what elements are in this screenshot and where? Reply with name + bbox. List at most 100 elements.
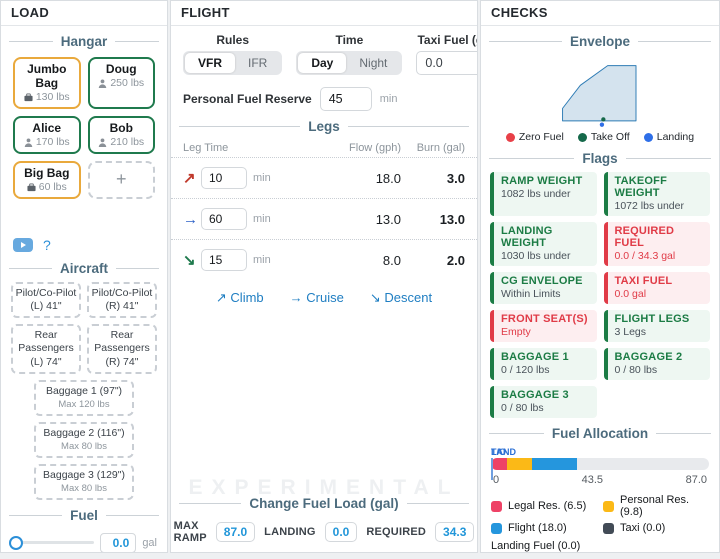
- time-option-day[interactable]: Day: [298, 53, 347, 73]
- max-ramp-button[interactable]: 87.0: [215, 522, 256, 542]
- flag-sub: Within Limits: [501, 288, 561, 300]
- legend-zero-fuel: Zero Fuel: [505, 131, 564, 143]
- landing-button[interactable]: 0.0: [324, 522, 358, 542]
- person-icon: [24, 137, 33, 147]
- legal-reserve-segment: [491, 458, 508, 470]
- rules-option-vfr[interactable]: VFR: [185, 53, 235, 73]
- hangar-card-name: Big Bag: [24, 166, 70, 180]
- leg-time-input[interactable]: 10: [201, 167, 247, 189]
- hangar-card-weight-text: 210 lbs: [110, 136, 145, 148]
- baggage-slot-3[interactable]: Baggage 3 (129") Max 80 lbs: [34, 463, 134, 500]
- landing-label: LANDING: [264, 526, 316, 538]
- landing-point: [599, 122, 605, 127]
- experimental-watermark: EXPERIMENTAL: [188, 476, 460, 499]
- personal-reserve-segment: [507, 458, 532, 470]
- flight-swatch-icon: [491, 522, 502, 534]
- add-climb-label: Climb: [230, 290, 264, 305]
- fuel-slider[interactable]: [9, 535, 95, 550]
- add-climb-leg-button[interactable]: ↗ Climb: [216, 290, 264, 306]
- fuel-allocation-title: Fuel Allocation: [551, 426, 649, 441]
- fuel-value[interactable]: 0.0: [100, 532, 137, 552]
- envelope-legend: Zero Fuel Take Off Landing: [481, 131, 719, 143]
- flags-section-header: Flags: [489, 151, 711, 166]
- leg-burn-value: 3.0: [446, 170, 465, 186]
- flags-grid: RAMP WEIGHT 1082 lbs under TAKEOFF WEIGHT…: [481, 172, 719, 418]
- required-button[interactable]: 34.3: [435, 522, 475, 542]
- leg-time-unit: min: [253, 213, 271, 225]
- personal-fuel-reserve-unit: min: [379, 93, 398, 105]
- help-row: ?: [1, 237, 167, 253]
- flag-sub: 0 / 120 lbs: [501, 364, 550, 376]
- baggage-slot-2[interactable]: Baggage 2 (116") Max 80 lbs: [34, 421, 134, 458]
- personal-fuel-reserve-input[interactable]: 45: [319, 87, 372, 111]
- leg-flow-value: 8.0: [382, 252, 401, 268]
- cruise-arrow-icon: →: [289, 290, 303, 305]
- takeoff-marker-label: T/O: [491, 447, 506, 457]
- hangar-card-name: Jumbo Bag: [27, 62, 67, 90]
- person-icon: [99, 78, 107, 88]
- seat-slot-pilot-left[interactable]: Pilot/Co-Pilot (L) 41": [11, 282, 81, 319]
- legs-col-flow: Flow (gph): [349, 142, 401, 154]
- leg-row-descent: ↘ 15 min 8.0 2.0: [171, 239, 477, 280]
- hangar-card-bob[interactable]: Bob 210 lbs: [87, 116, 155, 154]
- leg-time-input[interactable]: 15: [201, 249, 247, 271]
- help-link[interactable]: ?: [43, 237, 51, 253]
- hangar-card-weight-text: 170 lbs: [35, 136, 70, 148]
- fuel-row: 0.0 gal: [1, 529, 167, 552]
- checks-panel: CHECKS Envelope Zero Fuel Take Off Landi…: [480, 0, 720, 553]
- checks-panel-title: CHECKS: [481, 1, 719, 26]
- legend-label: Flight (18.0): [508, 522, 567, 534]
- rules-group: Rules VFR IFR: [183, 33, 283, 75]
- load-panel-title: LOAD: [1, 1, 167, 26]
- baggage-slot-1[interactable]: Baggage 1 (97") Max 120 lbs: [34, 379, 134, 416]
- flight-panel: FLIGHT Rules VFR IFR Time Day Night Taxi…: [170, 0, 478, 553]
- hangar-card-weight: 130 lbs: [17, 91, 77, 103]
- axis-tick-mid: 43.5: [581, 474, 604, 486]
- baggage-slot-label: Baggage 1 (97"): [45, 384, 123, 397]
- change-fuel-load-title: Change Fuel Load (gal): [249, 496, 399, 511]
- briefcase-icon: [27, 182, 36, 191]
- leg-flow-value: 18.0: [375, 170, 401, 186]
- leg-time-input[interactable]: 60: [201, 208, 247, 230]
- climb-arrow-icon: ↗: [183, 170, 196, 187]
- add-cruise-leg-button[interactable]: → Cruise: [290, 290, 344, 306]
- descent-arrow-icon: ↘: [369, 290, 381, 305]
- add-hangar-item-button[interactable]: +: [87, 161, 155, 199]
- fuel-section-header: Fuel: [9, 508, 159, 523]
- hangar-card-doug[interactable]: Doug 250 lbs: [87, 57, 155, 109]
- seat-slot-pilot-right[interactable]: Pilot/Co-Pilot (R) 41": [87, 282, 157, 319]
- cg-envelope-chart: [562, 65, 637, 127]
- fuel-allocation-axis: 0 43.5 87.0: [491, 474, 709, 486]
- fuel-unit: gal: [142, 536, 157, 549]
- flags-title: Flags: [582, 151, 618, 166]
- video-tutorial-button[interactable]: [13, 238, 33, 252]
- hangar-card-big-bag[interactable]: Big Bag 60 lbs: [13, 161, 81, 199]
- fuel-slider-handle[interactable]: [9, 535, 23, 550]
- aircraft-seat-grid: Pilot/Co-Pilot (L) 41" Pilot/Co-Pilot (R…: [1, 282, 167, 374]
- seat-slot-label: Pilot/Co-Pilot (R) 41": [91, 287, 153, 313]
- leg-row-climb: ↗ 10 min 18.0 3.0: [171, 157, 477, 198]
- landing-dot-icon: [643, 132, 653, 142]
- flag-title: BAGGAGE 3: [501, 389, 569, 401]
- personal-reserve-swatch-icon: [603, 500, 614, 512]
- fuel-marker-tick: [491, 458, 493, 480]
- flight-fuel-segment: [531, 458, 577, 470]
- baggage-slot-label: Baggage 3 (129"): [43, 468, 125, 481]
- taxi-fuel-input[interactable]: 0.0: [416, 51, 477, 75]
- seat-slot-rear-right[interactable]: Rear Passengers (R) 74": [87, 324, 157, 374]
- rules-label: Rules: [216, 33, 250, 47]
- hangar-card-jumbo-bag[interactable]: Jumbo Bag 130 lbs: [13, 57, 81, 109]
- seat-slot-rear-left[interactable]: Rear Passengers (L) 74": [11, 324, 81, 374]
- time-option-night[interactable]: Night: [359, 56, 388, 70]
- rules-option-ifr[interactable]: IFR: [248, 56, 268, 70]
- fuel-allocation-legend: Legal Res. (6.5) Personal Res. (9.8) Fli…: [491, 494, 709, 534]
- envelope-section-header: Envelope: [489, 34, 711, 49]
- leg-flow-value: 13.0: [375, 211, 401, 227]
- hangar-card-weight: 170 lbs: [17, 136, 77, 148]
- hangar-card-weight: 60 lbs: [17, 181, 77, 193]
- flag-required-fuel: REQUIRED FUEL 0.0 / 34.3 gal: [603, 222, 710, 266]
- legs-column-headers: Leg Time Flow (gph) Burn (gal): [171, 140, 477, 157]
- legs-col-time: Leg Time: [183, 142, 229, 154]
- hangar-card-alice[interactable]: Alice 170 lbs: [13, 116, 81, 154]
- add-descent-leg-button[interactable]: ↘ Descent: [370, 290, 432, 306]
